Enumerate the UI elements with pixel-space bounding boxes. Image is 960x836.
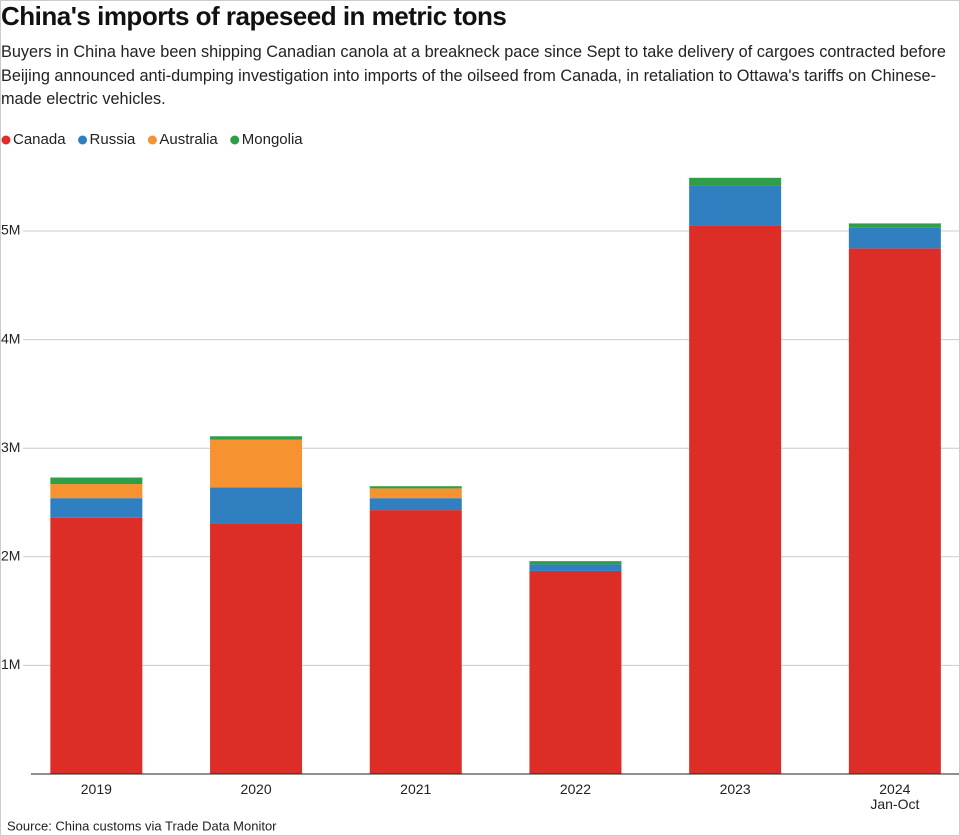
bar-segment — [210, 487, 303, 524]
bar-segment — [848, 248, 941, 775]
bar-segment — [529, 564, 622, 571]
legend-label: Australia — [159, 131, 218, 148]
legend-swatch — [78, 135, 88, 145]
bar-segment — [689, 177, 782, 186]
x-tick-label: 2022 — [560, 781, 591, 797]
bar-segment — [689, 225, 782, 775]
legend-label: Mongolia — [242, 131, 304, 148]
bar-segment — [50, 498, 143, 518]
y-tick-label: 3M — [1, 439, 20, 455]
chart-subtitle: Buyers in China have been shipping Canad… — [1, 43, 946, 108]
bar-segment — [210, 523, 303, 774]
x-tick-label: 2023 — [720, 781, 751, 797]
y-tick-label: 2M — [1, 548, 20, 564]
bar-segment — [50, 517, 143, 774]
x-tick-label: 2019 — [81, 781, 112, 797]
legend-swatch — [147, 135, 157, 145]
y-tick-label: 4M — [1, 330, 20, 346]
legend-label: Canada — [13, 131, 66, 148]
bar-segment — [689, 185, 782, 226]
bar-segment — [369, 486, 462, 489]
bar-segment — [529, 561, 622, 565]
legend-swatch — [1, 135, 11, 145]
bar-segment — [50, 484, 143, 499]
bar-segment — [210, 436, 303, 440]
bar-segment — [848, 223, 941, 228]
bar-segment — [848, 227, 941, 249]
bar-segment — [50, 477, 143, 485]
legend-label: Russia — [90, 131, 137, 148]
bar-segment — [529, 570, 622, 774]
source: Source: China customs via Trade Data Mon… — [7, 818, 277, 833]
y-tick-label: 1M — [1, 656, 20, 672]
legend-swatch — [230, 135, 240, 145]
bar-segment — [369, 488, 462, 499]
x-tick-label: 2020 — [240, 781, 271, 797]
x-tick-label: 2021 — [400, 781, 431, 797]
bar-segment — [210, 439, 303, 488]
x-tick-label: 2024 Jan-Oct — [870, 781, 919, 812]
bar-segment — [369, 498, 462, 511]
y-tick-label: 5M — [1, 222, 20, 238]
chart-title: China's imports of rapeseed in metric to… — [1, 1, 507, 31]
bar-segment — [369, 510, 462, 774]
